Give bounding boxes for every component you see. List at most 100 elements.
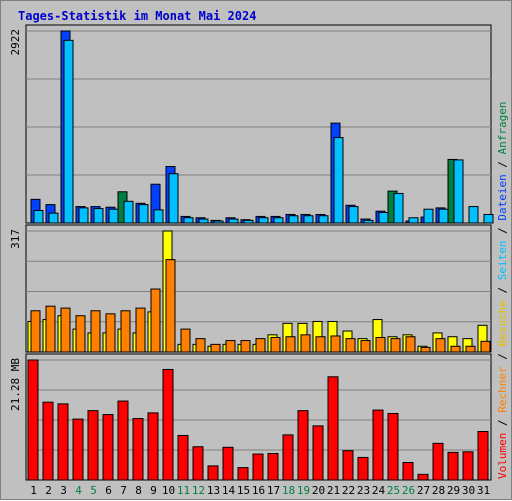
bar-seiten-day-21 (333, 137, 344, 224)
bar-rechner-day-21 (330, 335, 341, 353)
bar-volumen-day-10 (162, 368, 174, 481)
x-tick-label-day-25: 25 (387, 484, 400, 497)
x-tick-label-day-30: 30 (462, 484, 475, 497)
bar-rechner-day-30 (465, 345, 476, 353)
x-tick-label-day-7: 7 (120, 484, 127, 497)
legend-separator: / (496, 154, 509, 174)
bar-volumen-day-9 (147, 412, 159, 481)
bar-volumen-day-29 (447, 451, 459, 481)
bar-seiten-day-31 (483, 213, 494, 224)
bar-rechner-day-31 (480, 340, 491, 353)
bar-seiten-day-18 (288, 215, 299, 224)
bar-volumen-day-17 (267, 452, 279, 481)
bar-seiten-day-7 (123, 200, 134, 224)
bar-volumen-day-25 (387, 412, 399, 481)
x-tick-label-day-4: 4 (75, 484, 82, 497)
legend-item-volumen: Volumen (496, 433, 509, 479)
panel-middle-background (25, 224, 492, 353)
legend-item-seiten: Seiten (496, 241, 509, 281)
panel-top-background (25, 24, 492, 224)
bar-rechner-day-15 (240, 340, 251, 353)
bar-rechner-day-1 (30, 310, 41, 353)
panel-middle-ymax-label: 317 (9, 229, 22, 249)
bar-rechner-day-3 (60, 307, 71, 353)
x-tick-label-day-26: 26 (402, 484, 415, 497)
legend-right: Volumen / Rechner / Besuche / Seiten / D… (496, 101, 509, 479)
bar-seiten-day-3 (63, 39, 74, 224)
x-tick-label-day-3: 3 (60, 484, 67, 497)
bar-rechner-day-28 (435, 338, 446, 353)
x-tick-label-day-24: 24 (372, 484, 386, 497)
bar-rechner-day-19 (300, 334, 311, 353)
x-tick-label-day-8: 8 (135, 484, 142, 497)
x-tick-label-day-28: 28 (432, 484, 445, 497)
bar-rechner-day-2 (45, 305, 56, 353)
bar-seiten-day-16 (258, 217, 269, 224)
bar-rechner-day-25 (390, 338, 401, 353)
bar-volumen-day-14 (222, 446, 234, 481)
panel-top-ymax-label: 2922 (9, 29, 22, 56)
bar-volumen-day-7 (117, 400, 129, 481)
bar-volumen-day-26 (402, 462, 414, 481)
x-tick-label-day-9: 9 (150, 484, 157, 497)
bar-seiten-day-19 (303, 215, 314, 224)
legend-separator: / (496, 413, 509, 433)
x-tick-label-day-15: 15 (237, 484, 250, 497)
legend-item-rechner: Rechner (496, 366, 509, 413)
bar-volumen-day-8 (132, 418, 144, 481)
x-tick-label-day-14: 14 (222, 484, 236, 497)
bar-seiten-day-2 (48, 212, 59, 224)
bar-seiten-day-24 (378, 211, 389, 224)
bar-volumen-day-30 (462, 451, 474, 481)
bar-volumen-day-12 (192, 446, 204, 481)
panel-bottom-ymax-label: 21.28 MB (9, 358, 22, 411)
x-tick-label-day-22: 22 (342, 484, 355, 497)
bar-seiten-day-9 (153, 209, 164, 224)
bar-volumen-day-22 (342, 450, 354, 481)
x-tick-label-day-1: 1 (30, 484, 37, 497)
x-tick-label-day-18: 18 (282, 484, 295, 497)
bar-rechner-day-23 (360, 340, 371, 353)
bar-volumen-day-31 (477, 431, 489, 481)
chart-title: Tages-Statistik im Monat Mai 2024 (18, 9, 256, 23)
bar-rechner-day-26 (405, 336, 416, 353)
bar-volumen-day-27 (417, 473, 429, 481)
bar-rechner-day-13 (210, 343, 221, 353)
bar-rechner-day-8 (135, 307, 146, 353)
bar-seiten-day-6 (108, 208, 119, 224)
bar-seiten-day-29 (453, 159, 464, 224)
bar-seiten-day-14 (228, 218, 239, 224)
bar-volumen-day-19 (297, 410, 309, 481)
bar-rechner-day-9 (150, 288, 161, 353)
bar-seiten-day-4 (78, 207, 89, 224)
bar-volumen-day-4 (72, 418, 84, 481)
bar-volumen-day-21 (327, 376, 339, 481)
x-tick-label-day-10: 10 (162, 484, 175, 497)
legend-separator: / (496, 221, 509, 241)
bar-rechner-day-11 (180, 328, 191, 353)
bar-volumen-day-28 (432, 442, 444, 481)
bar-volumen-day-15 (237, 467, 249, 481)
bar-rechner-day-5 (90, 310, 101, 353)
bar-rechner-day-17 (270, 336, 281, 353)
x-tick-label-day-23: 23 (357, 484, 370, 497)
bar-rechner-day-12 (195, 338, 206, 353)
bar-seiten-day-15 (243, 219, 254, 224)
bar-volumen-day-16 (252, 453, 264, 481)
bar-volumen-day-23 (357, 456, 369, 481)
bar-volumen-day-18 (282, 434, 294, 481)
bar-volumen-day-6 (102, 414, 114, 481)
legend-item-anfragen: Anfragen (496, 101, 509, 154)
bar-rechner-day-20 (315, 336, 326, 353)
bar-rechner-day-22 (345, 338, 356, 353)
bar-seiten-day-17 (273, 217, 284, 224)
bar-seiten-day-11 (183, 217, 194, 224)
bar-rechner-day-18 (285, 336, 296, 353)
bar-seiten-day-30 (468, 206, 479, 224)
bar-seiten-day-20 (318, 215, 329, 224)
bar-rechner-day-7 (120, 310, 131, 353)
bar-rechner-day-4 (75, 315, 86, 353)
x-tick-label-day-2: 2 (45, 484, 52, 497)
bar-rechner-day-14 (225, 340, 236, 353)
